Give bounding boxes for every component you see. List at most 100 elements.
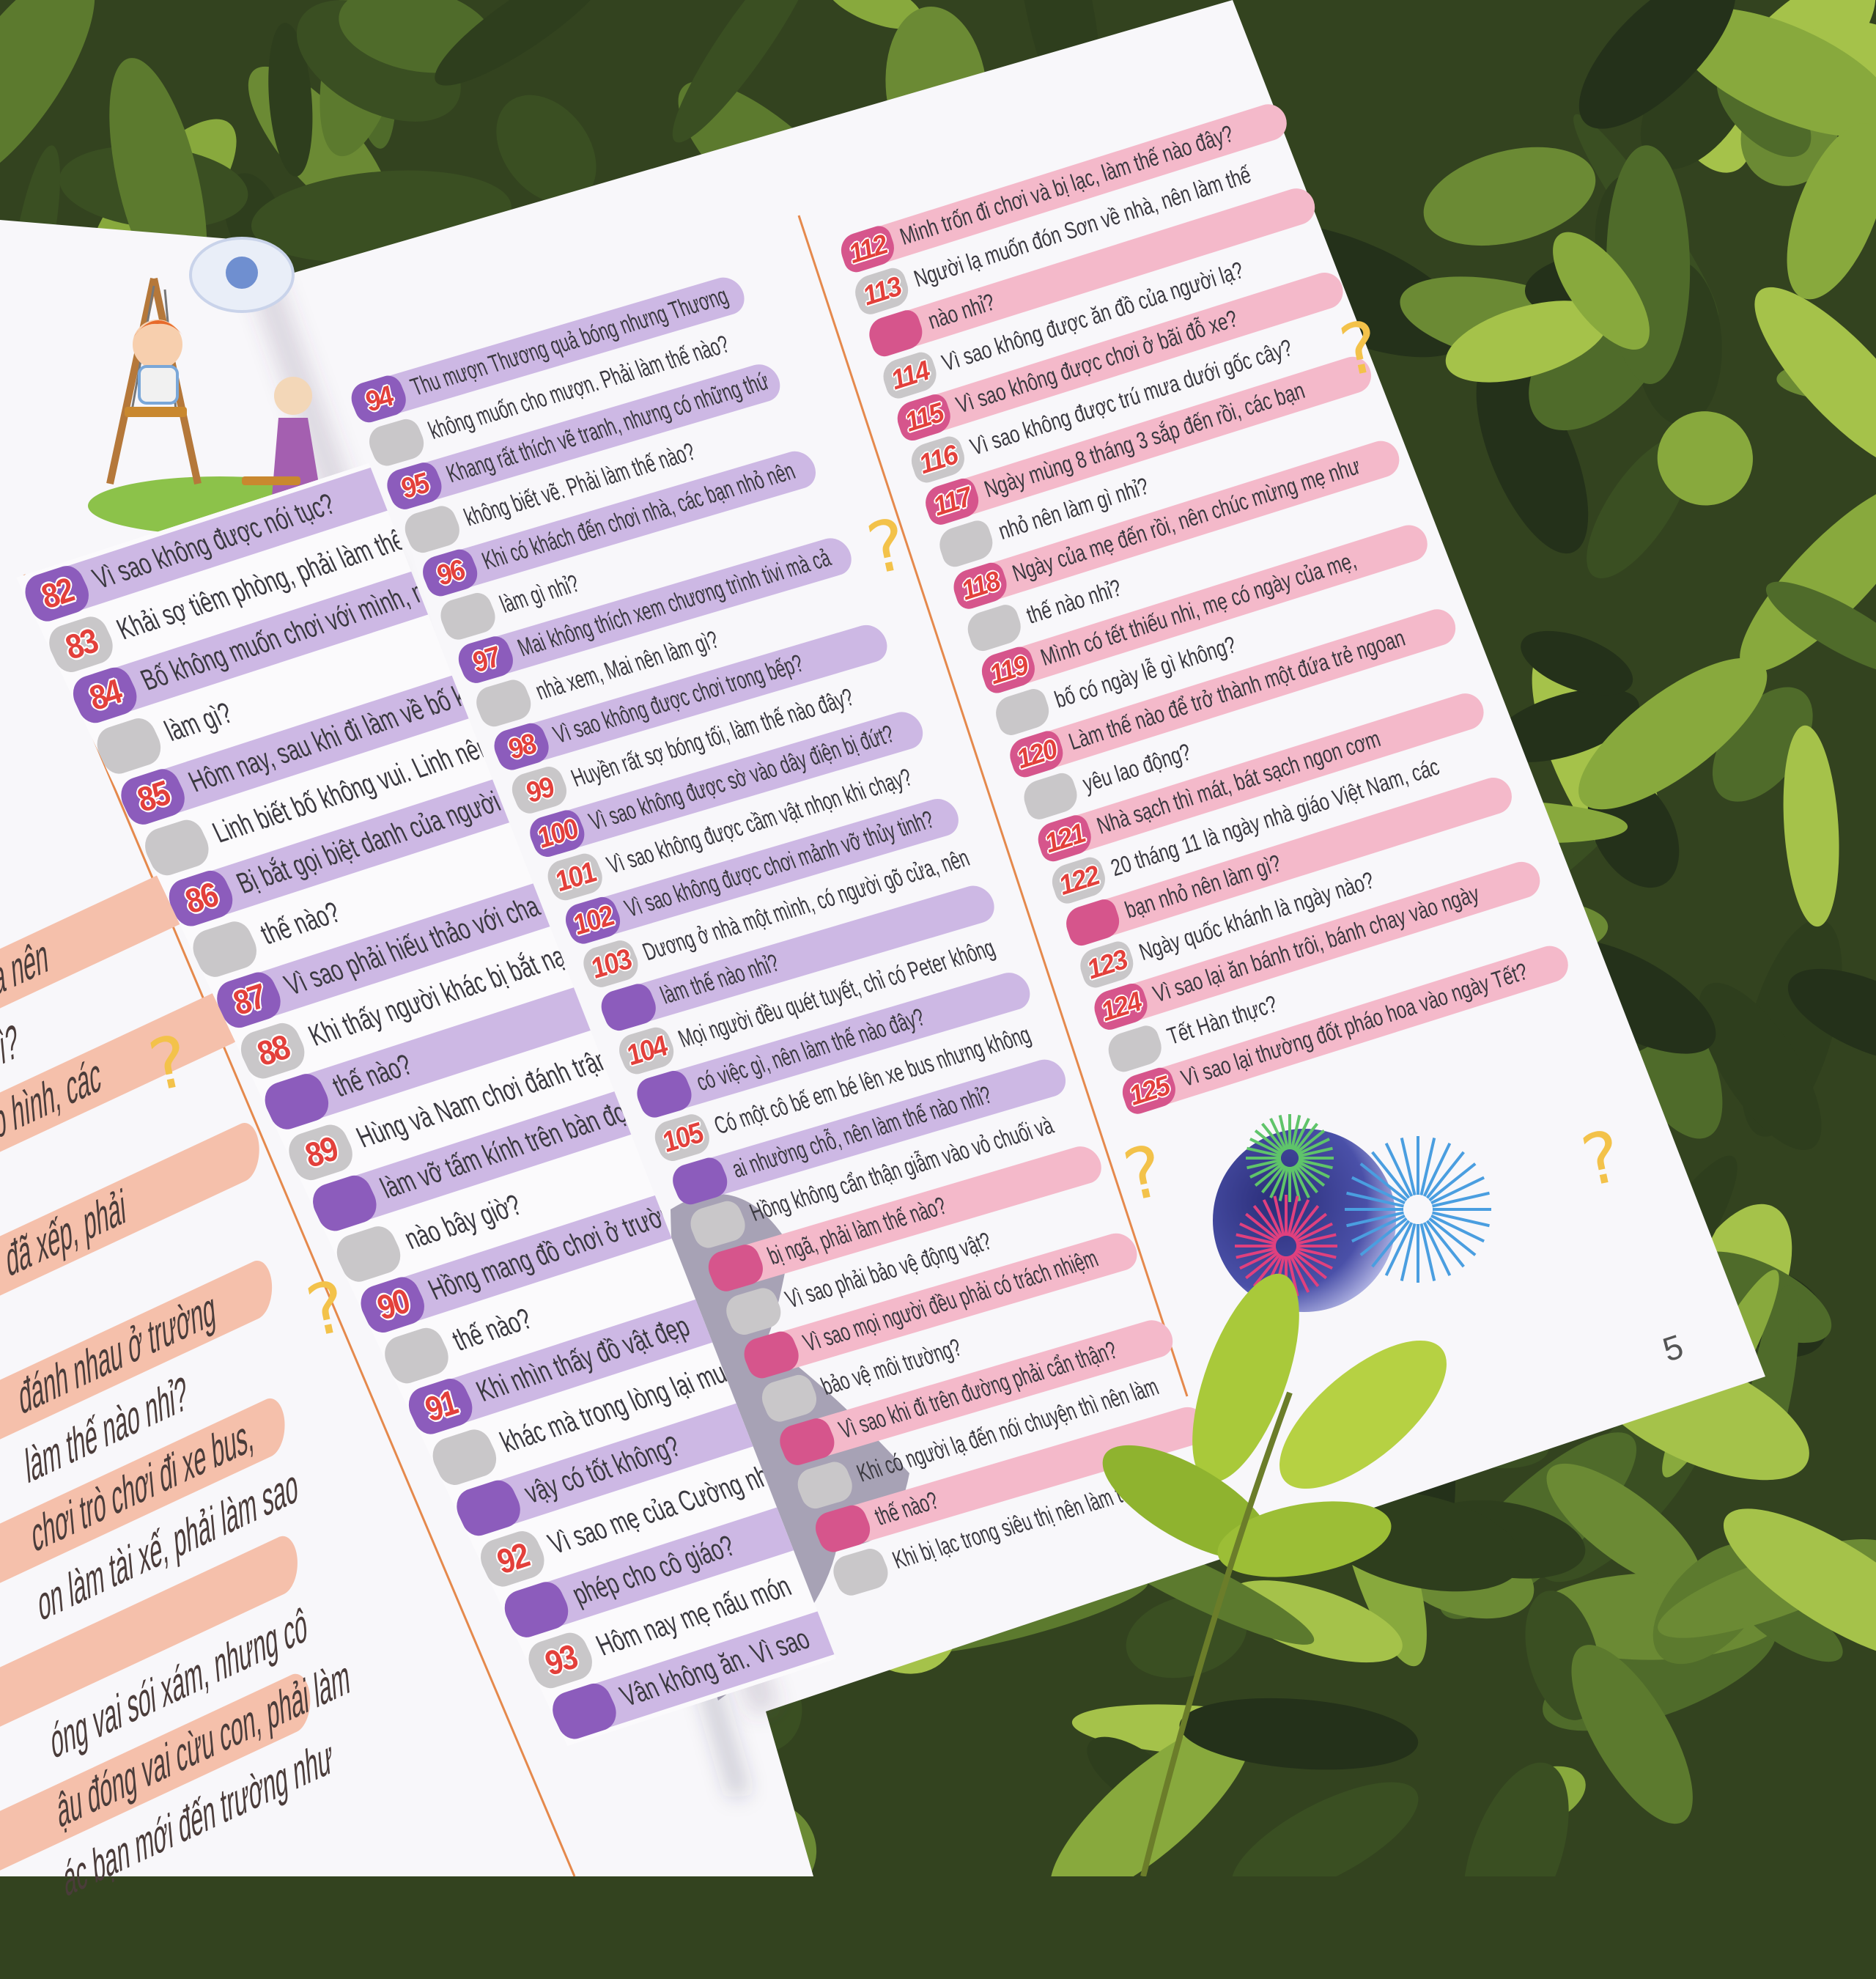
question-number: 93 (537, 1637, 583, 1683)
question-number: 101 (549, 855, 600, 898)
leaf (825, 0, 923, 29)
firework-ray (1422, 1222, 1452, 1276)
question-number: 83 (57, 621, 104, 667)
leaf (1521, 630, 1633, 696)
question-number: 99 (520, 770, 558, 809)
firework-ray (1262, 1199, 1283, 1238)
question-number: 91 (417, 1383, 464, 1429)
firework-ray (1291, 1205, 1320, 1239)
question-number: 88 (249, 1028, 296, 1073)
firework-ray (1239, 1222, 1278, 1243)
question-number: 112 (844, 228, 891, 270)
firework-ray (1290, 1166, 1301, 1201)
question-number: 84 (81, 672, 128, 718)
question-number: 86 (177, 875, 224, 921)
firework-ray (1425, 1220, 1465, 1268)
firework-ray (1293, 1164, 1318, 1194)
firework-ray (1371, 1151, 1411, 1199)
firework-ray (1384, 1143, 1414, 1197)
leaf (1699, 982, 1822, 1151)
leaf (1578, 0, 1736, 129)
firework-ray (1293, 1212, 1327, 1241)
firework-ray (1428, 1217, 1477, 1256)
firework-ray (1289, 1254, 1310, 1293)
firework-ray (1371, 1220, 1411, 1268)
question-number: 105 (657, 1116, 708, 1159)
leaf (1787, 968, 1876, 1063)
page-rule-right (797, 215, 1189, 1397)
leaf (1578, 657, 1768, 810)
firework-ray (1400, 1138, 1417, 1195)
firework-ray (1294, 1222, 1333, 1243)
leaf (1723, 1508, 1876, 1661)
leaf (1783, 725, 1839, 927)
firework-ray (1384, 1222, 1414, 1276)
question-text: làm gì? (159, 696, 238, 748)
firework-ray (1296, 1162, 1326, 1187)
question-number: 94 (359, 379, 398, 418)
question-number: 113 (858, 270, 905, 312)
firework-ray (1428, 1162, 1477, 1202)
firework-ray (1236, 1233, 1277, 1245)
question-line: chơi trò chơi đi xe bus, (0, 1392, 287, 1629)
firework-ray (1261, 1122, 1286, 1152)
firework-ray (1351, 1214, 1406, 1243)
leaf (435, 0, 613, 86)
firework-ray (1293, 1251, 1327, 1280)
firework-ray (1247, 1158, 1282, 1170)
firework-ray (1430, 1214, 1485, 1243)
firework-ray (1296, 1160, 1330, 1179)
leaf (1765, 581, 1876, 676)
firework-ray (1351, 1176, 1406, 1205)
leaf (672, 0, 819, 143)
question-number: 117 (928, 480, 975, 522)
question-number: 119 (985, 649, 1032, 690)
question-number: 97 (466, 640, 505, 679)
firework-ray (1287, 1195, 1299, 1237)
question-number: 104 (621, 1029, 672, 1072)
question-number: 92 (489, 1536, 536, 1582)
firework-ray (1247, 1146, 1282, 1158)
firework-ray (1269, 1165, 1288, 1198)
leaf (1546, 1463, 1701, 1589)
firework-ray (1430, 1176, 1485, 1205)
firework-ray (1296, 1129, 1326, 1154)
firework-ray (1419, 1138, 1436, 1195)
firework-ray (1289, 1199, 1310, 1238)
question-number: 89 (298, 1129, 344, 1175)
question-number: 85 (130, 773, 176, 819)
leaf (1674, 7, 1876, 137)
firework-ray (1292, 1118, 1310, 1151)
question-number: 98 (502, 727, 541, 766)
firework-ray (1245, 1212, 1279, 1241)
question-number: 96 (431, 553, 469, 592)
firework-ray (1346, 1211, 1404, 1228)
firework-ray (1296, 1138, 1330, 1156)
question-number: 82 (34, 570, 80, 616)
firework-ray (1249, 1138, 1283, 1156)
firework-ray (1298, 1146, 1333, 1158)
question-number: 87 (225, 976, 272, 1022)
question-text: thế nào? (255, 895, 346, 951)
firework-ray (1252, 1205, 1281, 1239)
question-line: đã xếp, phải (0, 1116, 262, 1354)
firework-ray (1290, 1115, 1301, 1150)
leaf (1787, 123, 1876, 300)
leaf (1463, 1762, 1569, 1876)
firework-ray (1432, 1211, 1490, 1228)
firework-ray (1432, 1191, 1490, 1208)
question-number: 116 (915, 438, 961, 480)
firework-ray (1400, 1223, 1417, 1281)
leaf (1553, 232, 1650, 350)
question-line: ậu đóng vai cừu con, phải làm (0, 1650, 352, 1904)
firework-ray (1254, 1129, 1284, 1154)
firework-ray (1294, 1249, 1333, 1270)
firework-ray (1273, 1195, 1285, 1237)
firework-ray (1261, 1164, 1286, 1194)
leaf (1571, 1645, 1693, 1824)
firework-ray (1296, 1247, 1337, 1259)
question-number: 90 (369, 1281, 416, 1327)
question-number: 114 (887, 354, 933, 396)
firework-ray (1291, 1253, 1320, 1287)
leaf (1491, 688, 1639, 762)
